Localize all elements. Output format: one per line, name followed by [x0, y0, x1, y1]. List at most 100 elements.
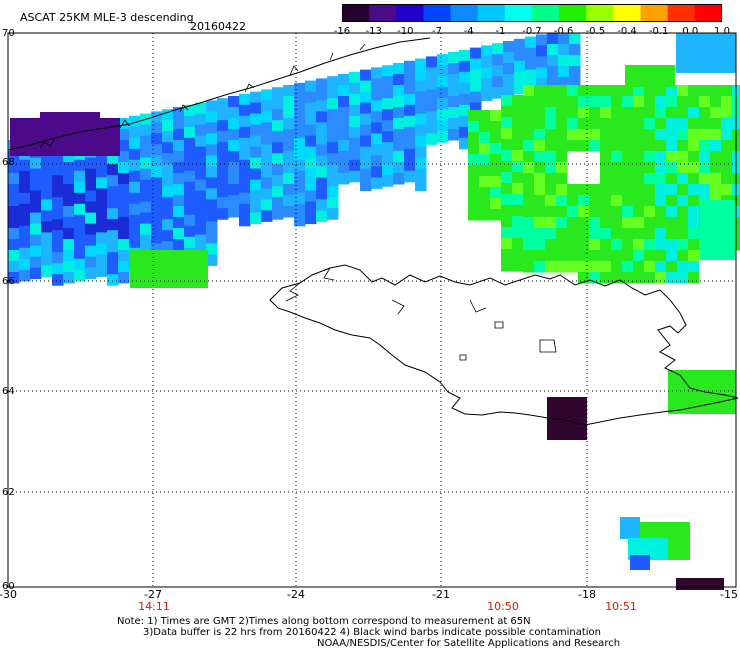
wind-cell-green	[666, 129, 678, 141]
wind-cell	[547, 55, 559, 67]
wind-cell	[239, 192, 251, 205]
wind-cell	[676, 33, 736, 73]
wind-cell-green	[622, 129, 634, 141]
wind-cell	[404, 170, 416, 183]
wind-cell	[63, 261, 75, 273]
wind-cell-green	[479, 154, 491, 166]
wind-cell	[250, 212, 262, 225]
wind-cell	[206, 210, 218, 222]
colorbar-swatch	[504, 4, 533, 22]
wind-cell	[74, 225, 86, 238]
wind-cell-green	[468, 121, 480, 133]
wind-cell	[74, 159, 86, 172]
wind-cell	[173, 118, 185, 130]
wind-cell	[151, 221, 163, 233]
wind-cell	[437, 109, 449, 121]
wind-cell-green	[721, 129, 733, 141]
wind-cell	[151, 232, 163, 244]
wind-cell	[195, 179, 207, 192]
wind-cell-green	[611, 85, 623, 97]
wind-cell-green	[512, 183, 524, 195]
y-tick-64: 64	[2, 386, 15, 397]
wind-cell-green	[611, 151, 623, 163]
wind-cell	[30, 267, 42, 280]
wind-cell-green	[677, 239, 689, 251]
wind-cell	[217, 175, 229, 187]
wind-cell	[184, 192, 196, 205]
wind-cell-green	[644, 151, 656, 163]
wind-cell-deep	[10, 118, 120, 156]
wind-cell	[272, 131, 284, 143]
wind-cell	[294, 82, 306, 95]
wind-cell-green	[567, 118, 579, 130]
wind-cell-green	[622, 195, 634, 207]
wind-cell-green	[545, 129, 557, 141]
wind-cell	[107, 175, 119, 187]
wind-cell	[569, 66, 581, 78]
wind-cell-green	[534, 206, 546, 218]
x-tick-3: -21	[432, 588, 450, 601]
wind-cell	[129, 225, 141, 238]
wind-cell	[426, 122, 438, 134]
wind-cell	[85, 256, 97, 269]
wind-cell-green	[523, 173, 535, 185]
wind-cell-green	[578, 140, 590, 152]
wind-cell	[184, 225, 196, 238]
wind-cell	[415, 80, 427, 93]
wind-cell	[140, 223, 152, 236]
wind-cell-green	[611, 118, 623, 130]
wind-cell-green	[600, 173, 612, 185]
wind-cell-green	[655, 96, 667, 108]
colorbar-label: -16	[333, 26, 351, 37]
wind-cell	[52, 274, 64, 286]
wind-cell	[8, 184, 20, 196]
wind-cell	[316, 100, 328, 112]
wind-cell	[173, 206, 185, 218]
wind-cell	[162, 142, 174, 154]
wind-cell	[305, 91, 317, 104]
wind-cell-green	[644, 217, 656, 229]
wind-cell	[283, 85, 295, 97]
wind-cell-green	[556, 140, 568, 152]
wind-cell-green	[545, 239, 557, 251]
wind-cell-green	[655, 173, 667, 185]
wind-cell-green	[600, 151, 612, 163]
wind-cell-green	[666, 250, 678, 262]
wind-cell	[85, 201, 97, 214]
greenland-coastline-detail	[39, 43, 366, 149]
wind-cell-green	[556, 107, 568, 119]
wind-cell-green	[523, 162, 535, 174]
wind-cell-green	[688, 107, 700, 119]
wind-cell-green	[545, 162, 557, 174]
wind-cell	[228, 206, 240, 218]
wind-cell-green	[534, 184, 546, 196]
wind-cell	[96, 188, 108, 200]
wind-cell-green	[512, 194, 524, 206]
wind-cell-green	[523, 129, 535, 141]
wind-cell	[382, 65, 394, 77]
y-tick-62: 62	[2, 487, 15, 498]
wind-cell-green	[633, 261, 645, 273]
wind-cell	[448, 74, 460, 86]
wind-cell-green	[523, 228, 535, 240]
wind-cell	[85, 190, 97, 203]
wind-cell-green	[600, 272, 612, 284]
wind-cell	[239, 203, 251, 216]
wind-cell	[481, 67, 493, 79]
note-line-3: NOAA/NESDIS/Center for Satellite Applica…	[317, 638, 621, 649]
wind-cell	[316, 122, 328, 134]
wind-cell-green	[611, 217, 623, 229]
wind-cell-green	[666, 162, 678, 174]
wind-cell	[129, 181, 141, 194]
wind-cell	[261, 100, 273, 112]
wind-cell-green	[556, 228, 568, 240]
wind-cell	[206, 177, 218, 189]
wind-cell	[283, 162, 295, 174]
wind-cell	[173, 129, 185, 141]
wind-cell	[393, 107, 405, 119]
wind-cell-green	[589, 107, 601, 119]
wind-cell-green	[611, 250, 623, 262]
wind-cell	[338, 173, 350, 185]
wind-cell-green	[479, 176, 491, 188]
wind-cell	[470, 91, 482, 104]
